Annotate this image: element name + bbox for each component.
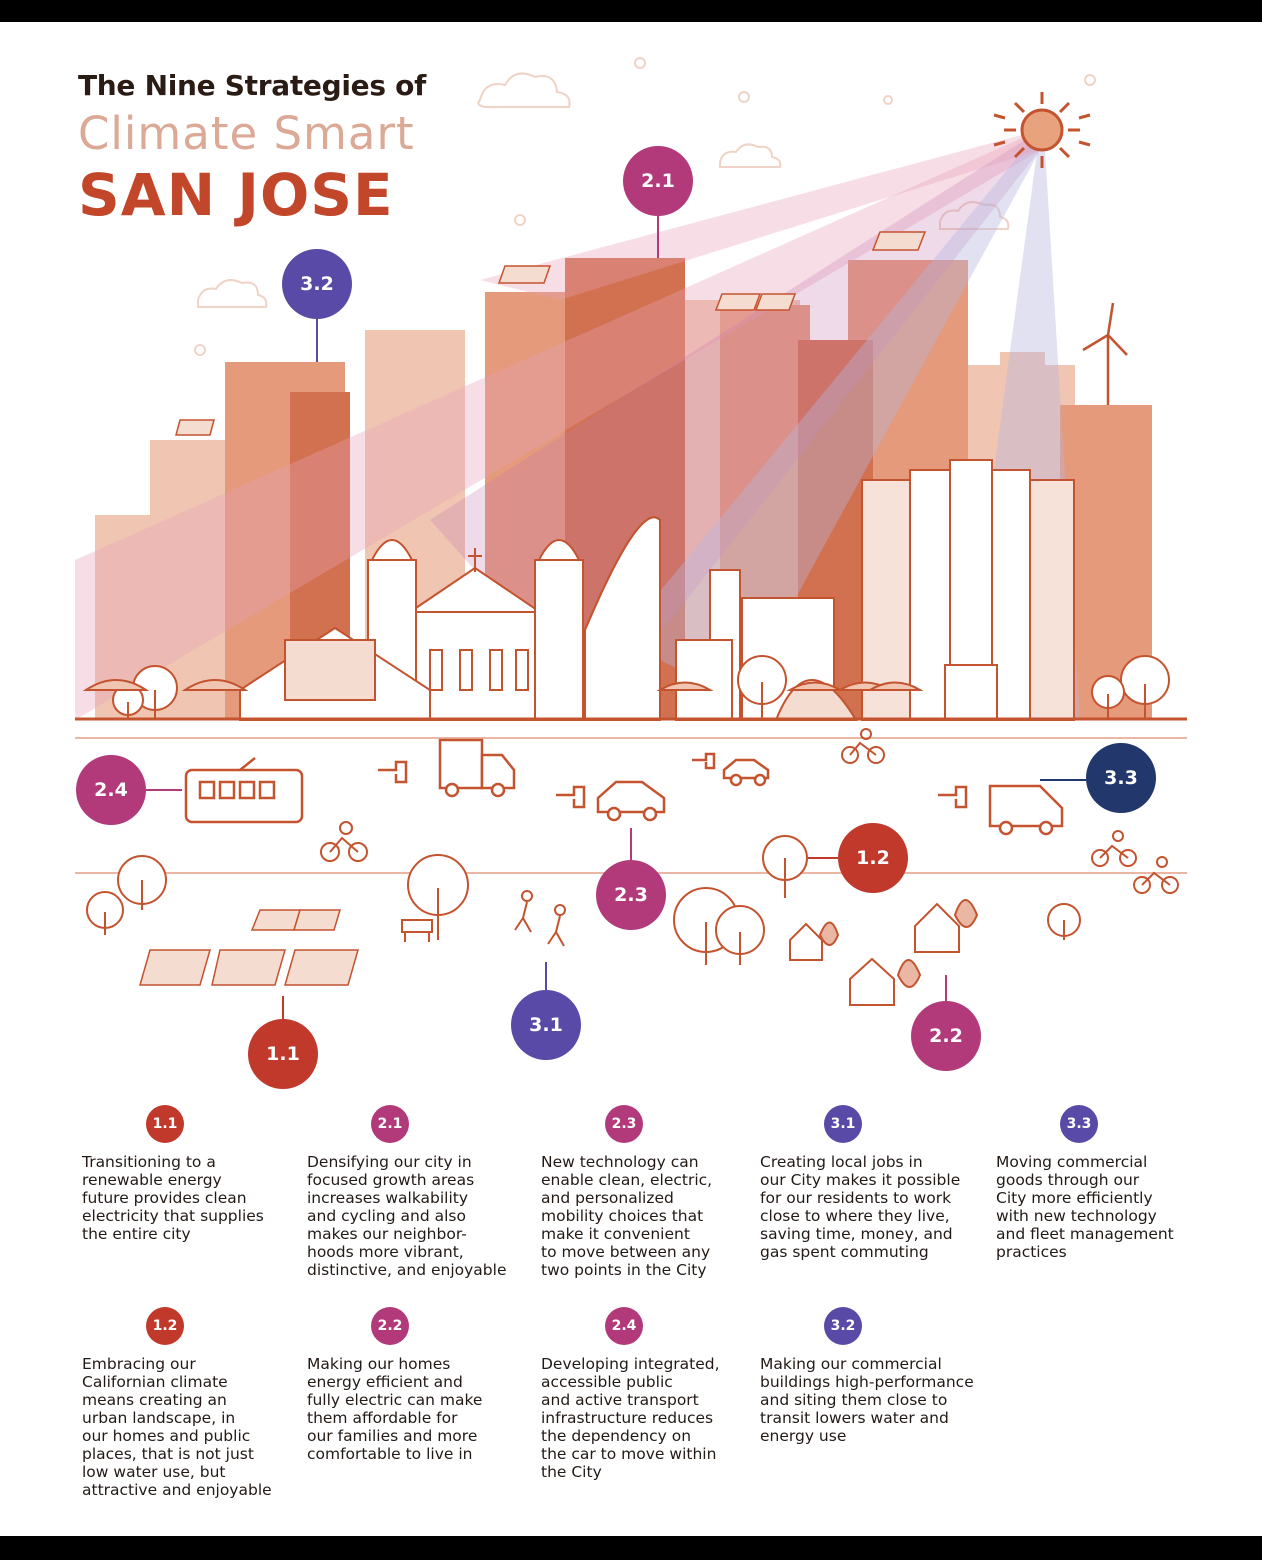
badge-circle bbox=[596, 860, 666, 930]
legend-description: Transitioning to a renewable energy futu… bbox=[82, 1153, 264, 1243]
civic-buildings bbox=[239, 459, 1075, 721]
legend-number-badge: 2.1 bbox=[371, 1105, 409, 1143]
badge-2-2: 2.2 bbox=[911, 1001, 981, 1071]
legend-description: Developing integrated, accessible public… bbox=[541, 1355, 720, 1481]
badge-circle bbox=[248, 1019, 318, 1089]
title-line-2: Climate Smart bbox=[78, 107, 415, 160]
streetcar-icon bbox=[184, 757, 304, 824]
badge-label: 2.3 bbox=[614, 884, 648, 906]
badge-2-3: 2.3 bbox=[596, 860, 666, 930]
legend-item: 2.1 Densifying our city in focused growth… bbox=[307, 1105, 537, 1279]
legend-description: Moving commercial goods through our City… bbox=[996, 1153, 1174, 1261]
legend-number-badge: 3.1 bbox=[824, 1105, 862, 1143]
legend-number-badge: 3.2 bbox=[824, 1307, 862, 1345]
bicycle-icon bbox=[320, 728, 1179, 894]
legend-number-badge: 2.3 bbox=[605, 1105, 643, 1143]
badge-connectors bbox=[146, 215, 1086, 1020]
legend-description: Making our commercial buildings high-per… bbox=[760, 1355, 974, 1445]
badge-circle bbox=[1086, 743, 1156, 813]
title-line-3: SAN JOSE bbox=[78, 161, 394, 229]
badge-label: 2.2 bbox=[929, 1025, 963, 1047]
legend-item: 1.2 Embracing our Californian climate mea… bbox=[82, 1307, 312, 1499]
sun-icon bbox=[993, 92, 1091, 168]
solar-panel-icon bbox=[175, 231, 927, 436]
street-awnings bbox=[82, 679, 924, 691]
legend-item: 3.2 Making our commercial buildings high-… bbox=[760, 1307, 990, 1445]
badge-label: 1.1 bbox=[266, 1043, 300, 1065]
legend-number-badge: 3.3 bbox=[1060, 1105, 1098, 1143]
legend-description: Making our homes energy efficient and fu… bbox=[307, 1355, 483, 1463]
legend-item: 3.1 Creating local jobs in our City makes… bbox=[760, 1105, 990, 1261]
badge-3-1: 3.1 bbox=[511, 990, 581, 1060]
electric-van-icon bbox=[938, 784, 1064, 836]
badge-label: 3.2 bbox=[300, 273, 334, 295]
legend-item: 2.4 Developing integrated, accessible pub… bbox=[541, 1307, 771, 1481]
badge-label: 1.2 bbox=[856, 847, 890, 869]
strategy-badges: 2.1 3.2 2.4 3.3 2.3 1.2 1.1 3.1 2.2 bbox=[76, 146, 1156, 1089]
wind-turbine-icon bbox=[1082, 302, 1128, 405]
city-illustration: 2.1 3.2 2.4 3.3 2.3 1.2 1.1 3.1 2.2 bbox=[75, 57, 1187, 1089]
bench-icon bbox=[401, 919, 433, 942]
badge-2-4: 2.4 bbox=[76, 755, 146, 825]
legend-number-badge: 2.2 bbox=[371, 1307, 409, 1345]
electric-truck-icon bbox=[378, 738, 516, 798]
title-line-1: The Nine Strategies of bbox=[78, 69, 426, 102]
solar-panel-icon bbox=[139, 909, 359, 986]
badge-label: 3.3 bbox=[1104, 767, 1138, 789]
house-icon bbox=[789, 899, 979, 1006]
badge-label: 3.1 bbox=[529, 1014, 563, 1036]
legend-item: 2.3 New technology can enable clean, elec… bbox=[541, 1105, 771, 1279]
badge-circle bbox=[838, 823, 908, 893]
legend-description: Creating local jobs in our City makes it… bbox=[760, 1153, 961, 1261]
badge-2-1: 2.1 bbox=[623, 146, 693, 216]
legend-item: 1.1 Transitioning to a renewable energy f… bbox=[82, 1105, 312, 1243]
badge-label: 2.1 bbox=[641, 170, 675, 192]
badge-circle bbox=[282, 249, 352, 319]
badge-1-2: 1.2 bbox=[838, 823, 908, 893]
badge-label: 2.4 bbox=[94, 779, 128, 801]
badge-circle bbox=[911, 1001, 981, 1071]
badge-3-3: 3.3 bbox=[1086, 743, 1156, 813]
pedestrians-icon bbox=[514, 890, 566, 947]
legend-number-badge: 2.4 bbox=[605, 1307, 643, 1345]
legend-description: New technology can enable clean, electri… bbox=[541, 1153, 713, 1279]
tree-icon bbox=[112, 655, 1170, 720]
badge-circle bbox=[511, 990, 581, 1060]
page-title: The Nine Strategies of Climate Smart SAN… bbox=[78, 66, 498, 228]
bottom-border bbox=[0, 1536, 1262, 1560]
badge-1-1: 1.1 bbox=[248, 1019, 318, 1089]
legend-number-badge: 1.1 bbox=[146, 1105, 184, 1143]
tree-icon bbox=[86, 835, 1081, 965]
legend-description: Densifying our city in focused growth ar… bbox=[307, 1153, 507, 1279]
badge-circle bbox=[76, 755, 146, 825]
top-border bbox=[0, 0, 1262, 22]
electric-car-icon bbox=[556, 752, 770, 822]
legend-item: 2.2 Making our homes energy efficient and… bbox=[307, 1307, 537, 1463]
cloud-icon bbox=[194, 57, 1096, 356]
badge-3-2: 3.2 bbox=[282, 249, 352, 319]
legend-description: Embracing our Californian climate means … bbox=[82, 1355, 272, 1499]
legend-number-badge: 1.2 bbox=[146, 1307, 184, 1345]
badge-circle bbox=[623, 146, 693, 216]
legend-item: 3.3 Moving commercial goods through our C… bbox=[996, 1105, 1226, 1261]
